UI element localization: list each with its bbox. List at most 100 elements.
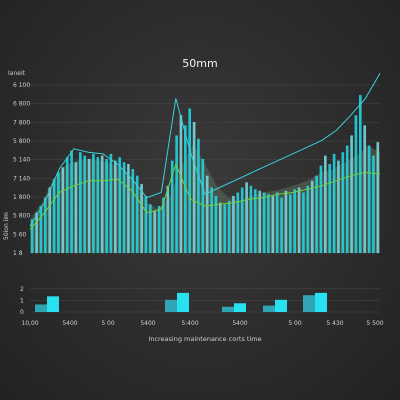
bar [114,160,117,253]
bar [345,145,349,253]
bar [83,155,87,253]
bar [175,135,178,253]
y-axis-label: 50ion iim [3,212,10,240]
chart-title: 50mm [182,57,217,70]
bar [57,172,60,253]
lower-bar [177,292,189,312]
y-tick-label: 5 800 [13,138,30,145]
bar [280,197,283,253]
bar [284,190,288,253]
bar [236,192,240,253]
y-tick-label: 6 100 [13,82,30,89]
x-ticks: 10,00 5400 5 00 5400 5:400 5400 5 00 5 430 5 500 [21,320,383,327]
bar [293,189,297,253]
bar [201,158,205,253]
y-tick-label: 5 60 [13,231,27,238]
lower-panel: 2 1 0 [20,286,380,316]
main-y-ticks: 6 100 6 800 7 800 5 800 5 140 7 140 1 800 5 800… [13,82,30,257]
x-tick-label: 5 00 [101,320,115,327]
bar [232,195,235,253]
bar [315,175,318,253]
bar [39,206,43,253]
bar [337,160,340,253]
bar [227,200,231,253]
y-tick-label: 5 800 [13,213,30,220]
bar [30,219,34,253]
lower-bar [222,306,234,312]
y-tick-label: 1 8 [13,250,23,257]
bar [184,125,187,253]
bar [258,190,262,253]
bar [306,185,310,253]
main-bars [30,95,380,253]
bar [87,158,91,253]
bar [367,145,371,253]
bar [350,135,353,253]
bar [162,197,165,253]
bar [149,204,152,253]
bar [245,182,248,253]
bar [92,153,95,253]
bar [363,125,367,253]
bar [262,192,266,253]
bar [96,157,100,253]
bar [140,184,143,253]
y-tick-label: 0 [20,309,24,316]
lower-bar [35,304,47,312]
bar [48,187,52,253]
bar [170,160,174,253]
bar [127,164,130,253]
bar [214,195,218,253]
x-tick-label: 5400 [62,320,77,327]
bar [254,189,257,253]
y-tick-label: 2 [20,286,24,293]
lower-bar [47,296,59,312]
bar [188,108,192,253]
bar [61,167,65,253]
bar [275,192,279,253]
y-tick-label: 5 140 [13,157,30,164]
y-tick-label: 6 800 [13,101,30,108]
lower-gridlines [30,288,380,313]
bar [341,152,345,253]
lower-bar [275,299,287,312]
y-top-label: Ianeit [8,70,26,77]
bar [118,157,122,253]
bar [65,157,69,253]
bar [192,122,196,253]
bar [223,204,227,253]
bar [52,179,56,253]
x-tick-label: 10,00 [21,320,38,327]
x-tick-label: 5:400 [181,320,198,327]
bar [153,211,157,253]
bar [376,142,380,253]
lower-bar [263,305,275,312]
bar [105,158,108,253]
bar [297,187,301,253]
lower-bar [165,299,177,312]
bar [135,175,139,253]
bar [70,150,73,253]
bar [179,115,183,253]
bar [79,152,82,253]
bar [240,187,244,253]
y-tick-label: 1 [20,297,24,304]
bar [44,197,47,253]
bar [302,192,305,253]
x-axis-label: Increasing maintenance corts time [148,335,261,343]
bar [35,212,38,253]
bar [324,155,327,253]
lower-bar [234,303,246,312]
bar [267,194,270,253]
bar [354,115,358,253]
bar [157,206,161,253]
bar [310,180,314,253]
lower-bar [315,292,327,312]
bar [332,153,336,253]
bar [205,175,209,253]
lower-bars [35,292,327,312]
lower-bar [303,295,315,312]
shaded-area [30,143,380,253]
lower-y-ticks: 2 1 0 [20,286,24,316]
